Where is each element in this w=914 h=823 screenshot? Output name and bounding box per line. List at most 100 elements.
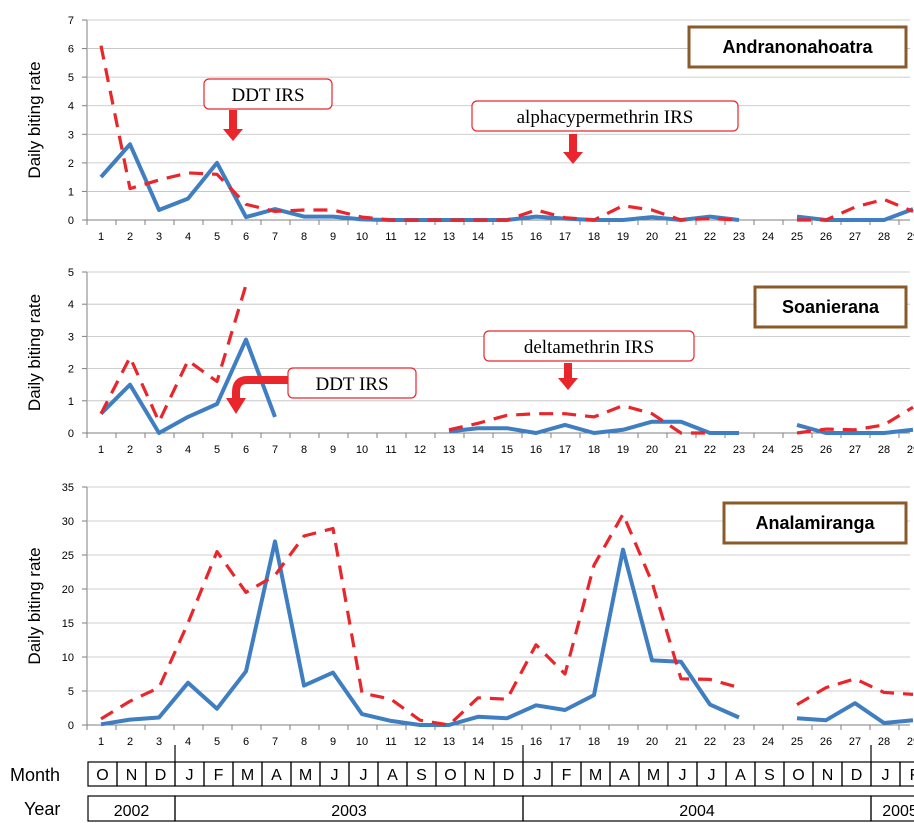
x-tick-label: 27 [849,444,861,456]
year-cell-label: 2003 [331,803,367,820]
x-tick-label: 20 [646,736,658,748]
x-tick-label: 26 [820,231,832,243]
x-tick-label: 13 [443,736,455,748]
x-tick-label: 5 [214,444,220,456]
x-tick-label: 4 [185,231,191,243]
arrow-head [223,129,243,141]
y-tick-label: 1 [68,186,74,198]
y-tick-label: 4 [68,101,74,113]
y-axis-title: Daily biting rate [25,547,44,664]
month-cell-label: M [589,767,602,784]
x-tick-label: 16 [530,444,542,456]
month-cell-label: A [387,767,398,784]
x-tick-label: 22 [704,444,716,456]
x-tick-label: 14 [472,231,484,243]
month-cell-label: F [910,767,914,784]
month-cell-label: J [186,767,194,784]
x-tick-label: 8 [301,736,307,748]
series-dashed-red-line [796,677,914,706]
month-cell-label: J [882,767,890,784]
x-tick-label: 11 [385,444,396,456]
month-cell [899,761,914,787]
x-tick-label: 17 [559,736,571,748]
x-tick-label: 1 [98,444,104,456]
month-cell-label: O [792,767,804,784]
x-tick-label: 29 [907,444,914,456]
x-tick-label: 18 [588,231,600,243]
x-tick-label: 6 [243,444,249,456]
annotation-box [287,367,417,399]
month-cell-label: J [331,767,339,784]
x-tick-label: 21 [675,444,687,456]
annotation: DDT IRS [203,78,333,141]
x-tick-label: 29 [907,231,914,243]
x-tick-label: 17 [559,444,571,456]
x-tick-label: 14 [472,444,484,456]
site-label: Andranonahoatra [722,37,873,57]
annotation-label: alphacypermethrin IRS [517,107,694,128]
x-tick-label: 21 [675,736,687,748]
series-dashed-red-line [99,284,248,424]
y-tick-label: 2 [68,158,74,170]
month-cell-label: D [851,767,863,784]
x-tick-label: 10 [356,736,368,748]
month-cell-label: F [562,767,572,784]
x-tick-label: 28 [878,231,890,243]
month-cell-label: J [708,767,716,784]
y-tick-label: 35 [62,482,74,494]
x-tick-label: 13 [443,231,455,243]
annotation-label: DDT IRS [315,374,388,395]
annotation: DDT IRS [226,367,417,414]
x-tick-label: 3 [156,736,162,748]
month-cell-label: A [735,767,746,784]
x-tick-label: 10 [356,444,368,456]
x-tick-label: 23 [733,736,745,748]
arrow-head [226,398,246,414]
series-dashed-red-line [100,512,740,727]
month-cell-label: M [299,767,312,784]
x-tick-label: 28 [878,736,890,748]
year-row-label: Year [24,799,60,819]
x-tick-label: 9 [330,231,336,243]
x-tick-label: 2 [127,736,133,748]
x-tick-label: 19 [617,444,629,456]
month-cell-label: N [126,767,138,784]
y-tick-label: 10 [62,652,74,664]
x-tick-label: 5 [214,736,220,748]
series-solid-blue-line [99,337,277,435]
month-cell-label: D [503,767,515,784]
x-tick-label: 13 [443,444,455,456]
x-tick-label: 15 [501,231,513,243]
x-tick-label: 7 [272,231,278,243]
x-tick-label: 12 [414,231,426,243]
annotation-box [471,100,739,132]
y-tick-label: 5 [68,686,74,698]
x-tick-label: 19 [617,736,629,748]
month-cell-label: M [647,767,660,784]
y-tick-label: 5 [68,267,74,279]
series-dashed-red-line [797,197,914,222]
x-tick-label: 6 [243,231,249,243]
x-tick-label: 19 [617,231,629,243]
x-tick-label: 27 [849,736,861,748]
annotation-label: DDT IRS [231,85,304,106]
month-cell-label: O [444,767,456,784]
month-cell-label: S [764,767,775,784]
x-tick-label: 24 [762,736,774,748]
month-cell-label: S [416,767,427,784]
x-tick-label: 24 [762,444,774,456]
site-label-box [687,25,908,69]
month-cell-label: N [474,767,486,784]
month-cell-label: J [534,767,542,784]
x-tick-label: 12 [414,736,426,748]
x-tick-label: 20 [646,231,658,243]
series-solid-blue-line [99,142,740,222]
x-tick-label: 7 [272,444,278,456]
month-row-label: Month [10,765,60,785]
x-tick-label: 8 [301,444,307,456]
y-axis-title: Daily biting rate [25,61,44,178]
